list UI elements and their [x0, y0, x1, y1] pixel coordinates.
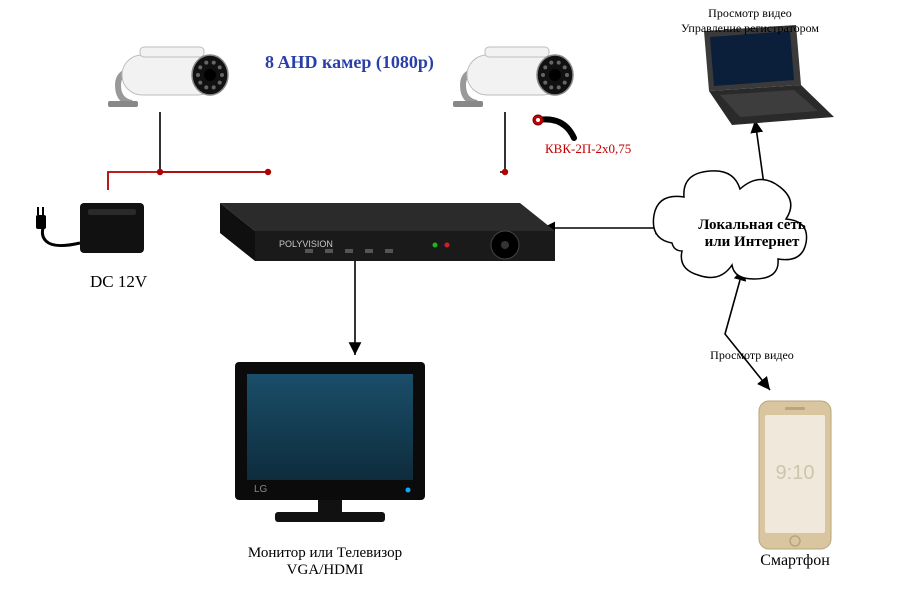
label-psu_lbl: DC 12V	[90, 272, 147, 292]
svg-text:POLYVISION: POLYVISION	[279, 239, 333, 249]
wire-junction	[502, 169, 508, 175]
edge-cam2-dvr	[500, 112, 505, 172]
wire-junction	[157, 169, 163, 175]
label-cameras_title: 8 AHD камер (1080p)	[265, 52, 434, 73]
label-phone_lbl_bot: Смартфон	[645, 552, 900, 570]
label-monitor_lbl: Монитор или Телевизор VGA/HDMI	[175, 545, 475, 579]
wire-junction	[265, 169, 271, 175]
label-phone_lbl_top: Просмотр видео	[602, 348, 900, 363]
power-supply-icon	[36, 203, 144, 253]
svg-text:LG: LG	[254, 484, 268, 495]
monitor-icon: LG	[235, 362, 425, 522]
edge-cloud-laptop	[755, 120, 765, 192]
label-remote_top: Просмотр видео Управление регистратором	[600, 6, 900, 36]
edge-psu-dvr	[108, 172, 268, 190]
edge-cloud-phone	[725, 280, 770, 390]
laptop-icon	[704, 25, 834, 125]
dvr-icon: POLYVISION	[220, 203, 555, 261]
svg-text:9:10: 9:10	[776, 462, 815, 484]
smartphone-icon: 9:10	[759, 401, 831, 549]
label-cable_lbl: КВК-2П-2х0,75	[545, 141, 631, 157]
edge-cam1-dvr	[160, 112, 268, 172]
camera-1-icon	[108, 47, 228, 107]
label-cloud_txt: Локальная сеть или Интернет	[602, 217, 900, 251]
camera-2-icon	[453, 47, 573, 107]
cable-icon	[533, 115, 574, 138]
